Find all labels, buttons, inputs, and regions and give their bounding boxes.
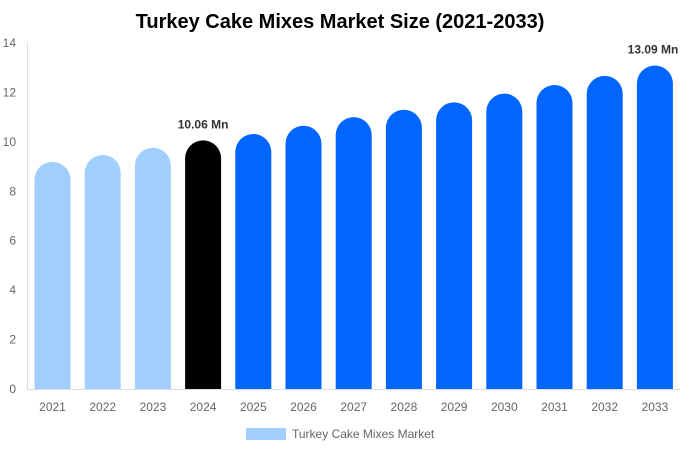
legend-label: Turkey Cake Mixes Market bbox=[292, 427, 435, 441]
legend[interactable]: Turkey Cake Mixes Market bbox=[246, 427, 435, 441]
bar-2027[interactable] bbox=[335, 117, 372, 389]
bar-2025[interactable] bbox=[235, 133, 272, 389]
bar-2021[interactable] bbox=[34, 161, 71, 389]
x-tick-label: 2024 bbox=[190, 400, 217, 414]
bar-2033[interactable] bbox=[636, 65, 673, 390]
x-tick-label: 2028 bbox=[391, 400, 418, 414]
bar-2026[interactable] bbox=[285, 125, 322, 390]
x-tick-label: 2033 bbox=[642, 400, 669, 414]
data-label: 13.09 Mn bbox=[628, 42, 679, 56]
bar-2024[interactable] bbox=[185, 140, 222, 389]
x-tick-label: 2021 bbox=[39, 400, 66, 414]
bar-2031[interactable] bbox=[536, 85, 573, 389]
bar-2022[interactable] bbox=[84, 154, 121, 389]
data-label: 10.06 Mn bbox=[178, 117, 229, 131]
bar-2028[interactable] bbox=[385, 109, 422, 389]
bar-2032[interactable] bbox=[586, 75, 623, 390]
y-tick-label: 12 bbox=[3, 85, 17, 99]
bar-2023[interactable] bbox=[134, 147, 171, 389]
bar-2030[interactable] bbox=[486, 93, 523, 390]
y-tick-label: 2 bbox=[9, 333, 16, 347]
x-tick-label: 2022 bbox=[89, 400, 116, 414]
bar-2029[interactable] bbox=[436, 102, 473, 390]
x-tick-label: 2030 bbox=[491, 400, 518, 414]
y-tick-label: 8 bbox=[9, 184, 16, 198]
x-tick-label: 2026 bbox=[290, 400, 317, 414]
x-tick-label: 2025 bbox=[240, 400, 267, 414]
y-tick-label: 0 bbox=[9, 382, 16, 396]
y-tick-label: 6 bbox=[9, 234, 16, 248]
x-tick-label: 2023 bbox=[140, 400, 167, 414]
chart-title: Turkey Cake Mixes Market Size (2021-2033… bbox=[136, 11, 545, 33]
y-tick-label: 4 bbox=[9, 283, 16, 297]
x-tick-label: 2032 bbox=[591, 400, 618, 414]
legend-swatch bbox=[246, 428, 286, 440]
x-tick-label: 2031 bbox=[541, 400, 568, 414]
y-tick-label: 14 bbox=[3, 36, 17, 50]
x-tick-label: 2029 bbox=[441, 400, 468, 414]
x-tick-label: 2027 bbox=[340, 400, 367, 414]
y-tick-label: 10 bbox=[3, 135, 17, 149]
